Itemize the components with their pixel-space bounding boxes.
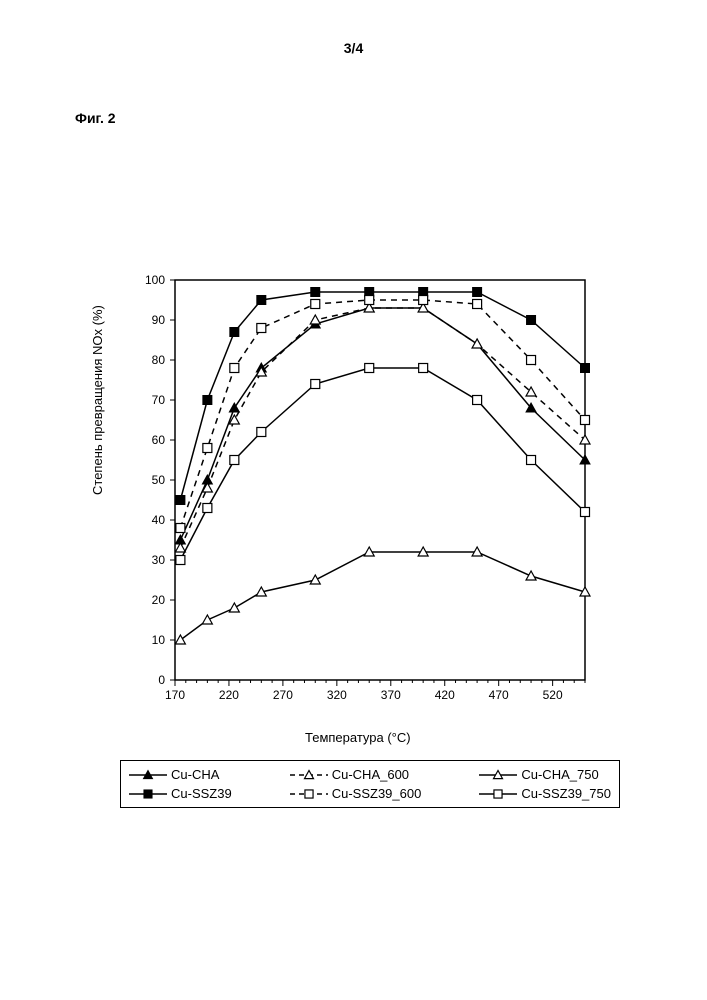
x-tick-label: 270 bbox=[273, 688, 293, 702]
nox-conversion-chart bbox=[120, 270, 620, 700]
legend-marker bbox=[129, 768, 167, 782]
x-tick-label: 420 bbox=[435, 688, 455, 702]
y-tick-label: 80 bbox=[143, 353, 165, 367]
legend-marker bbox=[479, 787, 517, 801]
y-tick-label: 30 bbox=[143, 553, 165, 567]
y-axis-label: Степень превращения NOx (%) bbox=[90, 305, 105, 495]
y-tick-label: 90 bbox=[143, 313, 165, 327]
x-tick-label: 170 bbox=[165, 688, 185, 702]
legend-label: Cu-CHA_750 bbox=[521, 767, 598, 782]
legend-item: Cu-CHA_750 bbox=[479, 767, 611, 782]
legend: Cu-CHA Cu-SSZ39 Cu-CHA_600 Cu-SSZ39_600 … bbox=[120, 760, 620, 808]
page-number: 3/4 bbox=[344, 40, 363, 56]
legend-marker bbox=[290, 768, 328, 782]
x-tick-label: 370 bbox=[381, 688, 401, 702]
x-tick-label: 220 bbox=[219, 688, 239, 702]
figure-label: Фиг. 2 bbox=[75, 110, 116, 126]
y-tick-label: 60 bbox=[143, 433, 165, 447]
legend-item: Cu-CHA_600 bbox=[290, 767, 422, 782]
x-axis-label: Температура (°C) bbox=[305, 730, 411, 745]
x-tick-label: 320 bbox=[327, 688, 347, 702]
y-tick-label: 40 bbox=[143, 513, 165, 527]
legend-label: Cu-CHA_600 bbox=[332, 767, 409, 782]
legend-label: Cu-SSZ39_600 bbox=[332, 786, 422, 801]
legend-item: Cu-SSZ39_750 bbox=[479, 786, 611, 801]
x-tick-label: 470 bbox=[489, 688, 509, 702]
legend-label: Cu-SSZ39 bbox=[171, 786, 232, 801]
legend-marker bbox=[129, 787, 167, 801]
y-tick-label: 100 bbox=[143, 273, 165, 287]
legend-item: Cu-SSZ39_600 bbox=[290, 786, 422, 801]
legend-label: Cu-CHA bbox=[171, 767, 219, 782]
y-tick-label: 10 bbox=[143, 633, 165, 647]
legend-item: Cu-CHA bbox=[129, 767, 232, 782]
y-tick-label: 0 bbox=[143, 673, 165, 687]
legend-marker bbox=[479, 768, 517, 782]
chart-container bbox=[120, 270, 620, 700]
y-tick-label: 20 bbox=[143, 593, 165, 607]
legend-item: Cu-SSZ39 bbox=[129, 786, 232, 801]
y-tick-label: 50 bbox=[143, 473, 165, 487]
legend-marker bbox=[290, 787, 328, 801]
legend-label: Cu-SSZ39_750 bbox=[521, 786, 611, 801]
x-tick-label: 520 bbox=[543, 688, 563, 702]
y-tick-label: 70 bbox=[143, 393, 165, 407]
